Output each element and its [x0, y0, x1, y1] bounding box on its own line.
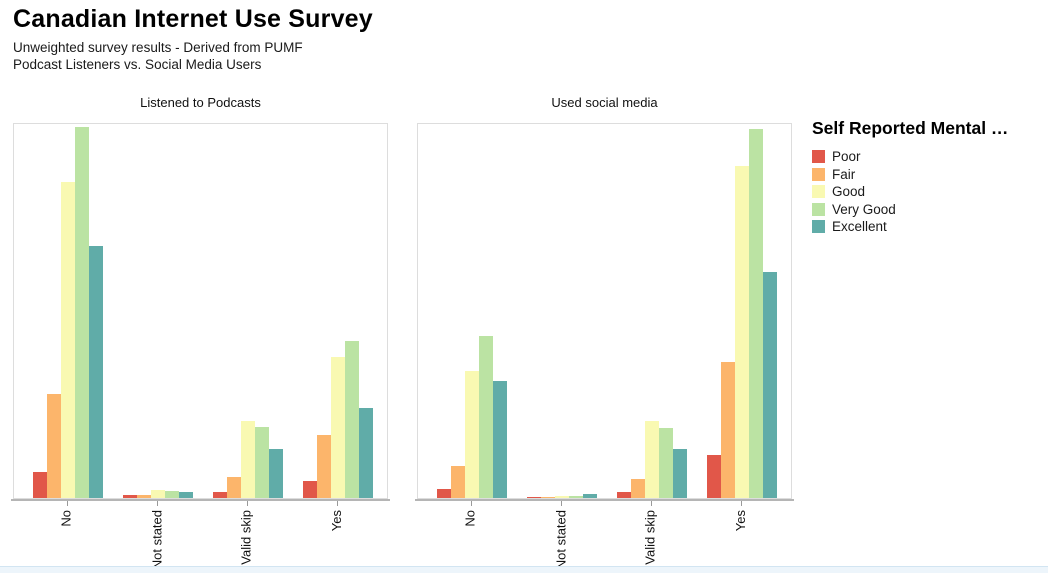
x-axis-label: No — [463, 510, 478, 527]
bar — [527, 497, 541, 498]
legend-swatch-good — [812, 185, 825, 199]
x-axis-social-media: No Not stated Valid skip Yes — [415, 499, 794, 569]
x-axis-tick — [67, 501, 68, 506]
bar — [89, 246, 103, 498]
bar — [137, 495, 151, 498]
legend-item-poor: Poor — [812, 148, 1042, 166]
x-axis-label: No — [59, 510, 74, 527]
x-axis-tick — [471, 501, 472, 506]
x-axis-label: Yes — [733, 510, 748, 532]
bar — [47, 394, 61, 498]
x-axis-label: Valid skip — [239, 510, 254, 565]
legend-label: Poor — [832, 149, 861, 165]
bar — [583, 494, 597, 498]
subtitle-line-2: Podcast Listeners vs. Social Media Users — [13, 57, 262, 72]
legend-label: Very Good — [832, 201, 896, 217]
bar — [659, 428, 673, 498]
bar — [331, 357, 345, 498]
bar — [493, 381, 507, 498]
x-axis-label: Yes — [329, 510, 344, 532]
bar — [303, 481, 317, 498]
bar — [179, 492, 193, 498]
legend-label: Excellent — [832, 219, 887, 235]
legend-swatch-poor — [812, 150, 825, 164]
x-axis-podcasts: No Not stated Valid skip Yes — [11, 499, 390, 569]
bar — [61, 182, 75, 498]
legend-item-good: Good — [812, 183, 1042, 201]
x-axis-tick — [247, 501, 248, 506]
legend-swatch-very-good — [812, 202, 825, 216]
x-axis-tick — [561, 501, 562, 506]
bar — [479, 336, 493, 498]
bar — [227, 477, 241, 498]
legend-label: Fair — [832, 166, 856, 182]
bar — [465, 371, 479, 498]
x-axis-tick — [337, 501, 338, 506]
bar — [721, 362, 735, 498]
bar — [241, 421, 255, 498]
bar — [673, 449, 687, 498]
bar — [213, 492, 227, 498]
bar — [631, 479, 645, 498]
legend-item-very-good: Very Good — [812, 201, 1042, 219]
bar — [707, 455, 721, 498]
legend: Self Reported Mental … Poor Fair Good Ve… — [812, 118, 1042, 236]
bar — [359, 408, 373, 498]
bar — [437, 489, 451, 498]
legend-title: Self Reported Mental … — [812, 118, 1009, 138]
bar — [33, 472, 47, 498]
x-axis-tick — [157, 501, 158, 506]
bar — [75, 127, 89, 498]
x-axis-tick — [741, 501, 742, 506]
x-axis-tick — [651, 501, 652, 506]
bar — [255, 427, 269, 498]
page-title: Canadian Internet Use Survey — [13, 5, 373, 33]
bar — [317, 435, 331, 498]
bar — [735, 166, 749, 498]
bar — [123, 495, 137, 498]
bar — [541, 497, 555, 498]
panel-title-social-media: Used social media — [551, 95, 658, 110]
bar — [555, 496, 569, 498]
bar — [151, 490, 165, 498]
plot-area-podcasts — [13, 123, 388, 499]
legend-item-excellent: Excellent — [812, 218, 1042, 236]
legend-swatch-excellent — [812, 220, 825, 234]
bar — [165, 491, 179, 498]
subtitle-line-1: Unweighted survey results - Derived from… — [13, 40, 303, 55]
x-axis-label: Not stated — [553, 510, 568, 570]
x-axis-label: Not stated — [149, 510, 164, 570]
bar — [345, 341, 359, 498]
bar — [617, 492, 631, 498]
legend-item-fair: Fair — [812, 166, 1042, 184]
x-axis-label: Valid skip — [643, 510, 658, 565]
legend-label: Good — [832, 184, 866, 200]
bar — [749, 129, 763, 498]
bar — [451, 466, 465, 498]
bar — [269, 449, 283, 498]
panel-title-podcasts: Listened to Podcasts — [140, 95, 261, 110]
bar — [763, 272, 777, 498]
plot-area-social-media — [417, 123, 792, 499]
bottom-strip — [0, 566, 1048, 573]
bar — [569, 496, 583, 498]
legend-swatch-fair — [812, 167, 825, 181]
bar — [645, 421, 659, 498]
